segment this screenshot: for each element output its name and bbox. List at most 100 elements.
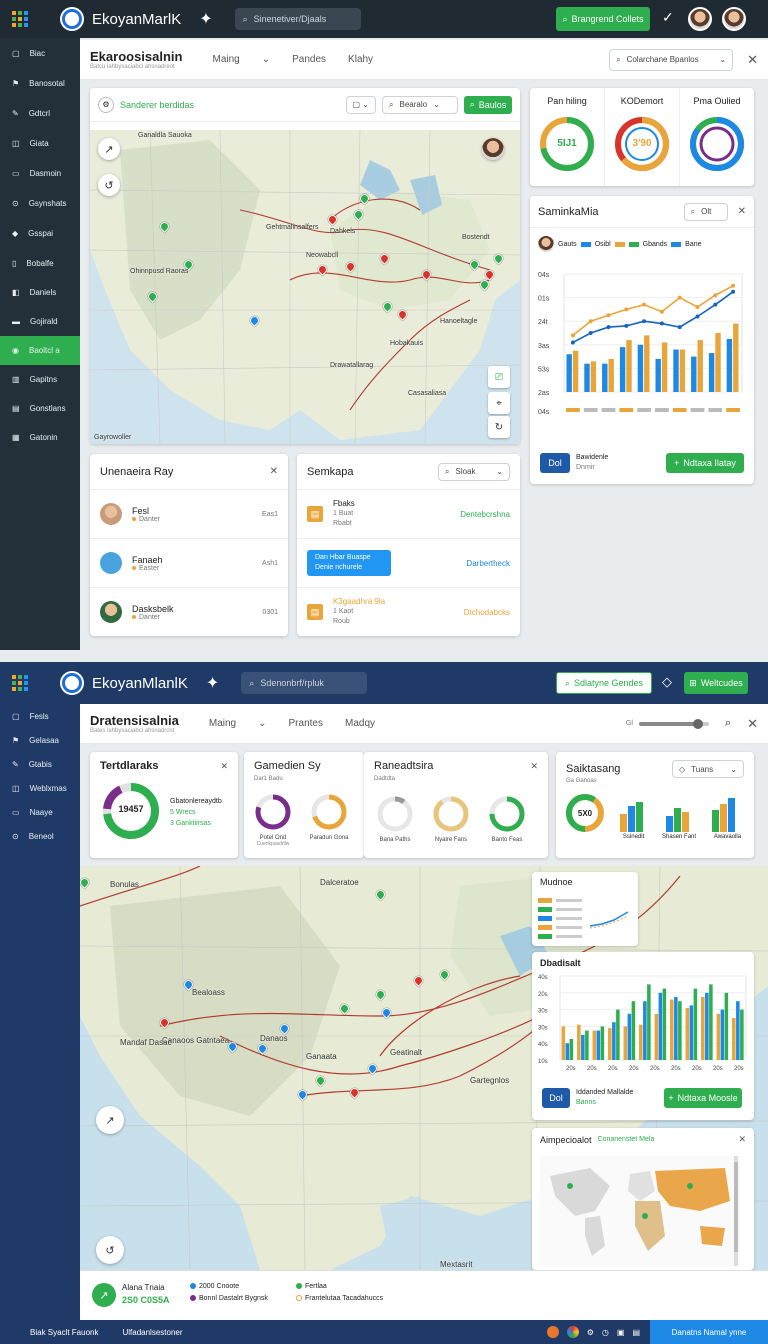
nav-item[interactable]: Prantes [288,718,323,729]
folder-icon[interactable]: ▤ [632,1327,640,1337]
nav-item[interactable]: Pandes [292,54,327,65]
tag-icon[interactable]: ◇ [662,674,672,689]
list-item[interactable]: ▤ K3gaadhra 9la 1 Kaot Roub Dtchodabcks [297,588,520,636]
sidebar-item[interactable]: ▤ Gonstlans [0,394,80,423]
chevron-down-icon[interactable]: ⌄ [258,718,267,729]
sparkle-icon[interactable]: ✦ [199,11,213,28]
gauge-item[interactable]: Nyalre Fans [430,794,472,843]
settings-icon[interactable]: ⚙ [586,1327,594,1337]
locate-icon[interactable]: ⌖ [488,392,510,414]
layer-dropdown[interactable]: ▢ ⌄ [345,95,376,114]
refresh-icon[interactable]: ↻ [488,416,510,438]
close-icon[interactable]: ✕ [530,760,538,771]
browser-icon[interactable] [566,1326,579,1338]
primary-button[interactable]: + Ndtaxa Moosle [664,1088,742,1108]
filter-dropdown[interactable]: ⌕ Olt [683,202,728,221]
secondary-button[interactable]: Dol [542,1088,570,1108]
app-icon[interactable] [546,1326,559,1338]
donut-gauge [615,117,669,171]
search-icon[interactable]: ⌕ [724,717,732,729]
rotate-button[interactable]: ↺ [98,174,120,196]
sidebar-item[interactable]: ⊙ Beneol [0,824,80,848]
sparkle-icon[interactable]: ✦ [205,675,220,692]
list-item-action[interactable]: Dentebcrshna [460,509,510,519]
check-icon[interactable]: ✓ [662,9,674,25]
search-input[interactable]: ⌕ Sdenonbrf/rpluk [241,672,368,694]
view-dropdown[interactable]: ⌕ Bearalo ⌄ [382,95,458,114]
sidebar-item[interactable]: ▢ Biac [0,38,80,68]
sidebar-item[interactable]: ⚑ Banosotal [0,68,80,98]
nav-item[interactable]: Maing [208,718,237,729]
chevron-down-icon[interactable]: ⌄ [261,54,271,65]
list-item-action[interactable]: Dtchodabcks [463,607,510,617]
sidebar-item[interactable]: ⊙ Gsynshats [0,188,80,218]
lock-icon[interactable]: ▣ [616,1327,625,1337]
sidebar-item[interactable]: ▢ Fesls [0,704,80,728]
gauge-item[interactable]: Bana Paths [374,794,416,843]
sidebar-item[interactable]: ◫ Weblxmas [0,776,80,800]
draw-tool-button[interactable]: ↗ [96,1106,124,1134]
sidebar-item[interactable]: ▯ Bobalfe [0,248,80,278]
top-action-button[interactable]: ⌕ Sdlatyne Gendes [556,672,652,694]
nav-item[interactable]: Maing [212,54,240,65]
primary-button[interactable]: + Ndtaxa Ilatay [666,453,744,473]
gauge-card[interactable]: Pma Oulied [680,88,754,186]
app-grid-icon[interactable] [12,11,28,27]
sidebar-item[interactable]: ✎ Gtabis [0,752,80,776]
gauge-label: Banto Feas [491,837,523,843]
avatar[interactable] [722,7,746,31]
list-item[interactable]: Dasksbelk Danter 0301 [90,588,288,636]
close-icon[interactable]: ✕ [738,1134,746,1144]
list-item[interactable]: ▤ Fbaks 1 Buat Rbabt Dentebcrshna [297,490,520,539]
sidebar-item[interactable]: ▬ Gojirald [0,307,80,336]
rotate-button[interactable]: ↺ [96,1236,124,1264]
app-grid-icon[interactable] [12,675,28,691]
sidebar-item[interactable]: ▭ Naaye [0,800,80,824]
sidebar-item[interactable]: ▥ Gapitns [0,365,80,394]
draw-tool-button[interactable]: ↗ [98,138,120,160]
highlight-card[interactable]: Dan Hbar Buaspe Denie nchurele [307,550,391,576]
go-button[interactable]: ⌕ Baulos [464,95,512,114]
sidebar-item[interactable]: ◉ Baoltcl a [0,336,80,365]
list-item-action[interactable]: Darbertheck [466,558,510,568]
sidebar-item[interactable]: ⚑ Gelasaa [0,728,80,752]
sidebar-item-label: Gapitns [29,375,58,384]
sidebar-item[interactable]: ✎ Gdtcrl [0,98,80,128]
avatar[interactable] [688,7,712,31]
status-action[interactable]: Danatns Namal ynne [650,1320,768,1344]
clock-icon[interactable]: ◷ [601,1327,609,1337]
close-icon[interactable]: ✕ [747,715,758,731]
gauge-card[interactable]: Pan hiling 5IJ1 [530,88,605,186]
sidebar-item[interactable]: ◆ Gsspai [0,218,80,248]
sidebar-item[interactable]: ◧ Daniels [0,278,80,307]
top-action-button[interactable]: ⌕ Brangrend Collets [556,7,650,31]
filter-dropdown[interactable]: ⌕ Sloak ⌄ [438,462,510,481]
close-icon[interactable]: ✕ [747,51,758,67]
filter-dropdown[interactable]: ◇ Tuans ⌄ [672,760,744,778]
avatar[interactable] [482,138,504,160]
nav-item[interactable]: Klahy [348,54,374,65]
close-icon[interactable]: ✕ [737,206,746,217]
zoom-slider[interactable]: Gl [626,718,709,729]
gauge-card[interactable]: KODemort 3'90 [605,88,680,186]
search-input[interactable]: ⌕ Sinenetiver/Djaals [234,8,361,30]
close-icon[interactable]: ✕ [220,760,228,771]
secondary-button[interactable]: Dol [540,453,570,473]
sidebar-item[interactable]: ◫ Giata [0,128,80,158]
list-item[interactable]: Fanaeh Easter Ash1 [90,539,288,588]
world-map[interactable] [540,1156,740,1266]
header-search[interactable]: ⌕ Colarchane Bpanlos ⌄ [609,48,734,71]
nav-item[interactable]: Madqy [344,718,375,729]
sidebar-item[interactable]: ▭ Dasmoin [0,158,80,188]
layers-icon[interactable]: ⎚ [488,366,510,388]
gauge-item[interactable]: Paradun Gona [308,792,350,847]
us-map[interactable]: Ganaldla Sauoka Ohinnpusd Raoras Gehtmalin… [90,130,520,444]
gauge-item[interactable]: Potel Ond Cuenkpasdrllw [252,792,294,847]
list-item[interactable]: Fesl Danter Eas1 [90,490,288,539]
close-icon[interactable]: ✕ [269,466,278,477]
top-action-button[interactable]: ⊞ Weltcudes [684,672,748,694]
map-settings-icon[interactable]: ⚙ [98,96,114,113]
gauge-item[interactable]: Banto Feas [486,794,528,843]
list-item[interactable]: Dan Hbar Buaspe Denie nchurele Darbertheck [297,539,520,588]
sidebar-item[interactable]: ▦ Gatonin [0,423,80,452]
